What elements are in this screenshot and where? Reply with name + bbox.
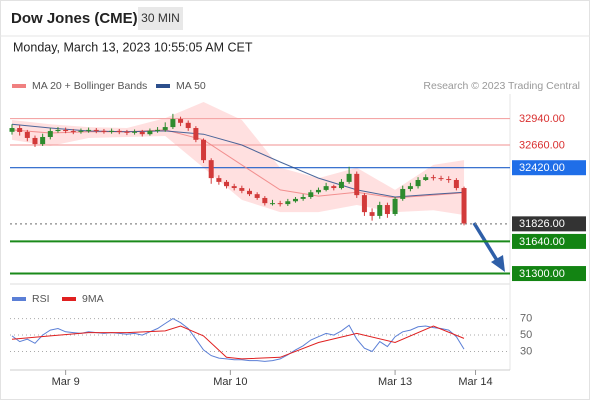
candle-body: [55, 129, 61, 132]
legend-label: RSI: [32, 293, 50, 305]
candle-body: [430, 177, 436, 179]
price-level-box: [512, 233, 586, 249]
forecast-arrow: [472, 222, 500, 263]
candle-body: [262, 197, 268, 204]
x-tick-label: Mar 10: [213, 376, 247, 388]
legend-label: MA 50: [176, 80, 206, 92]
candle-body: [32, 137, 38, 145]
legend-label: 9MA: [82, 293, 104, 305]
candle-body: [78, 130, 84, 132]
price-level-label: 32940.00: [519, 113, 565, 125]
indicator-line: [11, 318, 465, 362]
candle-body: [139, 131, 145, 135]
candle-body: [384, 205, 390, 215]
candle-body: [338, 181, 344, 189]
source: Research © 2023 Trading Central: [423, 80, 580, 92]
candle-body: [346, 173, 352, 182]
candle-body: [147, 130, 153, 135]
candle-body: [239, 188, 245, 191]
candle-body: [461, 188, 467, 224]
legend-swatch: [12, 297, 26, 301]
candle-body: [247, 190, 253, 195]
legend-label: MA 20 + Bollinger Bands: [32, 80, 147, 92]
candle-body: [101, 130, 107, 132]
forecast-arrowhead: [491, 255, 505, 272]
instrument-title: Dow Jones (CME): [11, 10, 138, 27]
candle-body: [354, 173, 360, 196]
timestamp: Monday, March 13, 2023 10:55:05 AM CET: [13, 40, 253, 54]
candle-body: [24, 131, 30, 138]
candle-body: [170, 119, 176, 128]
candle-body: [446, 179, 452, 181]
candle-body: [308, 192, 314, 198]
price-level-box: [512, 160, 586, 176]
candle-body: [216, 178, 222, 182]
price-level-label: 31300.00: [519, 268, 565, 280]
legend-swatch: [156, 84, 170, 88]
candle-body: [323, 186, 329, 190]
candle-body: [132, 131, 138, 133]
candle-body: [17, 128, 23, 132]
legend-swatch: [62, 297, 76, 301]
y-tick-label: 70: [520, 312, 532, 324]
bollinger-band: [12, 102, 465, 215]
candle-body: [277, 203, 283, 205]
candle-body: [193, 128, 199, 140]
price-level-label: 31640.00: [519, 236, 565, 248]
x-tick-label: Mar 9: [52, 376, 80, 388]
candle-body: [300, 197, 306, 199]
candle-body: [392, 198, 398, 215]
candle-body: [415, 179, 421, 187]
candle-body: [86, 129, 92, 131]
candle-body: [377, 205, 383, 216]
candle-body: [93, 129, 99, 131]
candle-body: [185, 122, 191, 129]
y-tick-label: 30: [520, 345, 532, 357]
candle-body: [231, 186, 237, 189]
indicator-line: [11, 325, 465, 360]
candle-body: [155, 129, 161, 131]
candle-body: [208, 160, 214, 179]
candle-body: [269, 203, 275, 205]
candle-body: [178, 119, 184, 123]
price-level-label: 32420.00: [519, 162, 565, 174]
legend-swatch: [12, 84, 26, 88]
candle-body: [400, 188, 406, 199]
candle-body: [407, 186, 413, 189]
candle-body: [201, 139, 207, 161]
x-tick-label: Mar 13: [378, 376, 412, 388]
candle-body: [438, 178, 444, 180]
candle-body: [224, 181, 230, 187]
timeframe-button[interactable]: [138, 7, 183, 30]
candle-body: [423, 177, 429, 180]
candle-body: [285, 201, 291, 205]
timeframe-label[interactable]: 30 MIN: [141, 11, 180, 25]
candle-body: [361, 195, 367, 213]
price-level-box: [512, 216, 586, 232]
price-level-box: [512, 266, 586, 282]
candle-body: [40, 136, 46, 145]
candle-body: [124, 131, 130, 133]
y-tick-label: 50: [520, 329, 532, 341]
candle-body: [369, 212, 375, 216]
candle-body: [292, 198, 298, 202]
x-tick-label: Mar 14: [458, 376, 492, 388]
candle-body: [63, 129, 69, 132]
candle-body: [70, 131, 76, 133]
price-level-label: 32660.00: [519, 139, 565, 151]
candle-body: [116, 130, 122, 132]
candle-body: [254, 194, 260, 198]
candle-body: [453, 179, 459, 189]
candle-body: [9, 128, 15, 132]
candle-body: [331, 186, 337, 189]
candle-body: [162, 127, 168, 130]
candle-body: [315, 189, 321, 193]
candle-body: [109, 130, 115, 132]
candle-body: [47, 131, 53, 137]
price-level-label: 31826.00: [519, 218, 565, 230]
